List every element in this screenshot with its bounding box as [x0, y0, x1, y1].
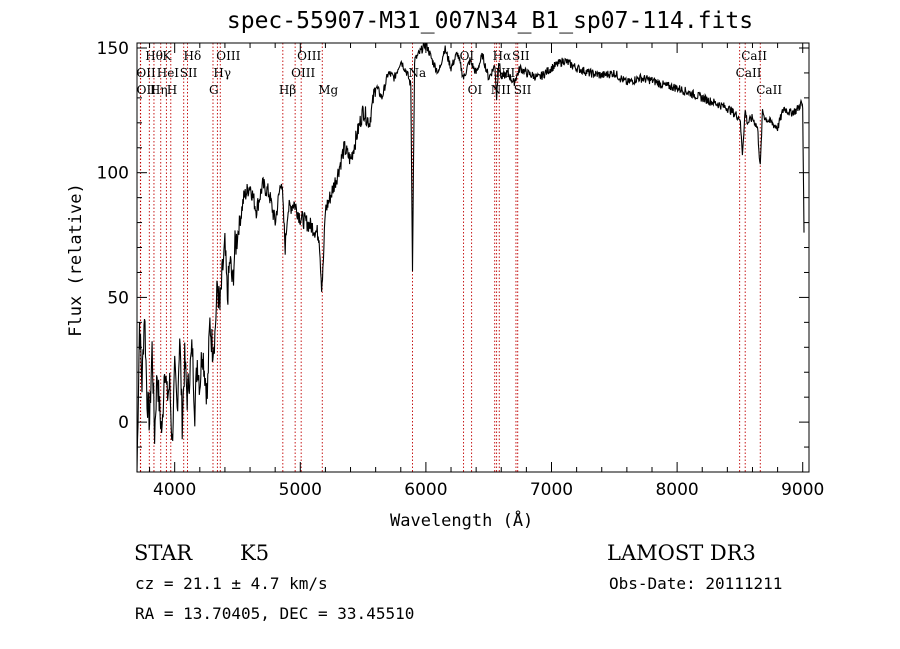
x-tick-label: 9000 [781, 480, 824, 500]
line-label-20: SII [512, 49, 530, 63]
line-label-7: Hη [150, 83, 168, 97]
survey-name: LAMOST DR3 [607, 541, 756, 565]
line-label-2: OII [137, 83, 157, 97]
line-label-14: Hβ [279, 83, 296, 97]
redshift-velocity: cz = 21.1 ± 4.7 km/s [135, 574, 328, 593]
line-label-1: OII [136, 66, 156, 80]
line-label-5: HeI [157, 66, 180, 80]
line-label-11: G [209, 83, 219, 97]
line-label-24: CaII [741, 49, 767, 63]
line-label-6: SII [180, 66, 198, 80]
object-subclass: K5 [240, 541, 270, 565]
y-tick-label: 0 [118, 413, 129, 433]
line-label-17: OI [460, 49, 475, 63]
line-label-19: Hα [493, 49, 512, 63]
x-tick-label: 5000 [279, 480, 322, 500]
line-label-23: SII [514, 83, 532, 97]
line-label-10: Hγ [213, 66, 231, 80]
line-label-4: Hδ [183, 49, 201, 63]
spectral-line-markers [139, 43, 761, 472]
line-label-25: CaII [736, 66, 762, 80]
line-label-0: Hθ [145, 49, 163, 63]
plot-frame [136, 42, 810, 473]
line-label-26: CaII [756, 83, 782, 97]
observation-date: Obs-Date: 20111211 [609, 574, 783, 593]
y-tick-label: 150 [97, 39, 129, 59]
line-label-9: OIII [216, 49, 240, 63]
line-label-12: OIII [297, 49, 321, 63]
line-label-22: NII [491, 83, 511, 97]
x-tick-label: 8000 [655, 480, 698, 500]
y-tick-label: 50 [107, 288, 129, 308]
chart-title: spec-55907-M31_007N34_B1_sp07-114.fits [226, 8, 754, 34]
line-label-13: OIII [291, 66, 315, 80]
spectrum-line [136, 42, 805, 473]
y-tick-label: 100 [97, 164, 129, 184]
x-tick-label: 6000 [404, 480, 447, 500]
line-label-16: Na [408, 66, 426, 80]
y-axis-label: Flux (relative) [66, 183, 86, 337]
x-tick-label: 7000 [530, 480, 573, 500]
axis-ticks: 4000 5000 6000 7000 8000 9000 0 50 100 150 [97, 39, 825, 500]
x-axis-label: Wavelength (Å) [390, 511, 534, 531]
object-class: STAR [134, 541, 193, 565]
line-label-18: OI [468, 83, 483, 97]
x-tick-label: 4000 [153, 480, 196, 500]
line-label-3: K [162, 49, 172, 63]
coordinates: RA = 13.70405, DEC = 33.45510 [135, 604, 415, 623]
line-label-15: Mg [318, 83, 338, 97]
line-label-8: H [167, 83, 177, 97]
